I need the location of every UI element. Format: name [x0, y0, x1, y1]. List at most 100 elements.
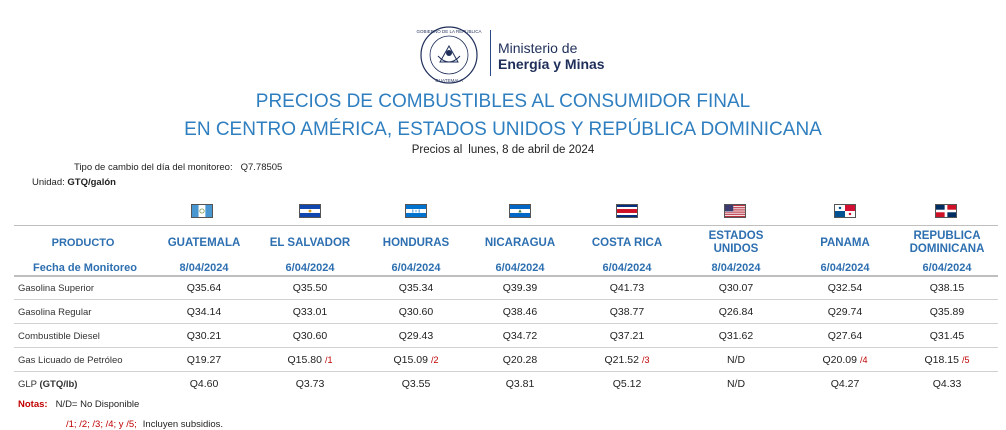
logo-line1: Ministerio de	[498, 40, 578, 56]
price-cell: Q29.43	[398, 330, 434, 342]
prices-date-line: Precios al lunes, 8 de abril de 2024	[0, 144, 1006, 156]
price-cell: Q29.74	[827, 306, 863, 318]
price-cell: Q4.27	[830, 378, 860, 390]
usa-flag-icon	[724, 204, 746, 218]
product-gas-licuado: Gas Licuado de Petróleo	[18, 355, 123, 366]
date-costa-rica: 6/04/2024	[602, 262, 652, 274]
title-line1: PRECIOS DE COMBUSTIBLES AL CONSUMIDOR FI…	[255, 91, 751, 112]
logo-separator	[490, 30, 491, 76]
price-cell: Q30.60	[292, 330, 328, 342]
date-republica-dominicana: 6/04/2024	[922, 262, 972, 274]
guatemala-seal-icon: GOBIERNO DE LA REPÚBLICA GUATEMALA	[416, 26, 482, 84]
price-cell: Q35.50	[292, 282, 328, 294]
header-country-republica-dominicana: REPUBLICA DOMINICANA	[909, 230, 985, 255]
price-cell: Q3.55	[401, 378, 431, 390]
header-country-honduras: HONDURAS	[382, 236, 450, 249]
notes-label: Notas:	[18, 399, 48, 410]
exchange-label: Tipo de cambio del día del monitoreo:	[74, 162, 233, 173]
note-ref: /2	[430, 355, 439, 365]
note-ref: /5	[961, 355, 970, 365]
price-cell: Q19.27	[186, 354, 222, 366]
price-cell: Q20.28	[502, 354, 538, 366]
exchange-rate: Tipo de cambio del día del monitoreo: Q7.…	[74, 162, 282, 173]
title-line2: EN CENTRO AMÉRICA, ESTADOS UNIDOS Y REPÚ…	[184, 119, 822, 140]
notes-refs-text: Incluyen subsidios.	[142, 419, 224, 430]
product-combustible-diesel: Combustible Diesel	[18, 331, 100, 342]
header-country-el-salvador: EL SALVADOR	[269, 236, 351, 249]
price-cell: Q20.09/4	[822, 354, 868, 366]
date-guatemala: 8/04/2024	[179, 262, 229, 274]
notes-text: N/D= No Disponible	[55, 399, 140, 410]
price-cell: Q31.45	[929, 330, 965, 342]
price-cell: Q26.84	[718, 306, 754, 318]
product-glp-unit: (GTQ/lb)	[39, 379, 78, 390]
row-divider	[14, 299, 998, 300]
price-cell: Q35.89	[929, 306, 965, 318]
table-top-rule	[14, 225, 998, 226]
price-cell: Q34.72	[502, 330, 538, 342]
date-nicaragua: 6/04/2024	[495, 262, 545, 274]
unit-value: GTQ/galón	[67, 177, 116, 188]
exchange-value: Q7.78505	[240, 162, 283, 173]
date-estados-unidos: 8/04/2024	[711, 262, 761, 274]
costa-rica-flag-icon	[616, 204, 638, 218]
header-product: PRODUCTO	[51, 236, 115, 249]
product-glp: GLP (GTQ/lb)	[18, 379, 78, 390]
el-salvador-flag-icon	[299, 204, 321, 218]
header-country-guatemala: GUATEMALA	[167, 236, 241, 249]
note-ref: /3	[641, 355, 650, 365]
notes-refs: /1; /2; /3; /4; y /5;	[66, 419, 137, 430]
ministry-logo: GOBIERNO DE LA REPÚBLICA GUATEMALA Minis…	[414, 24, 624, 86]
price-cell: Q30.07	[718, 282, 754, 294]
honduras-flag-icon	[405, 204, 427, 218]
row-divider	[14, 347, 998, 348]
price-cell: Q33.01	[292, 306, 328, 318]
note-ref: /4	[859, 355, 868, 365]
price-cell: Q41.73	[609, 282, 645, 294]
seal-top-text: GOBIERNO DE LA REPÚBLICA	[416, 28, 481, 34]
price-cell: Q38.15	[929, 282, 965, 294]
price-cell: Q39.39	[502, 282, 538, 294]
price-cell: N/D	[726, 378, 746, 390]
price-cell: Q30.60	[398, 306, 434, 318]
row-divider	[14, 323, 998, 324]
price-cell: Q15.80/1	[287, 354, 333, 366]
price-cell: Q4.60	[189, 378, 219, 390]
header-country-costa-rica: COSTA RICA	[591, 236, 663, 249]
seal-bottom-text: GUATEMALA	[435, 78, 462, 83]
price-cell: Q15.09/2	[393, 354, 439, 366]
price-cell: Q18.15/5	[924, 354, 970, 366]
price-cell: Q3.81	[505, 378, 535, 390]
logo-line2: Energía y Minas	[498, 56, 605, 72]
price-cell: Q38.77	[609, 306, 645, 318]
header-country-panama: PANAMA	[820, 236, 870, 249]
product-gasolina-regular: Gasolina Regular	[18, 307, 92, 318]
notes-line: Notas: N/D= No Disponible	[18, 399, 139, 410]
price-cell: Q30.21	[186, 330, 222, 342]
nicaragua-flag-icon	[509, 204, 531, 218]
price-cell: Q38.46	[502, 306, 538, 318]
header-country-nicaragua: NICARAGUA	[484, 236, 556, 249]
dominican-republic-flag-icon	[935, 204, 957, 218]
panama-flag-icon	[834, 204, 856, 218]
price-cell: Q21.52/3	[604, 354, 650, 366]
price-cell: Q35.34	[398, 282, 434, 294]
header-date-label: Fecha de Monitoreo	[33, 262, 137, 274]
unit-line: Unidad: GTQ/galón	[32, 177, 116, 188]
row-divider	[14, 371, 998, 372]
guatemala-flag-icon	[191, 204, 213, 218]
price-cell: Q34.14	[186, 306, 222, 318]
prices-date: lunes, 8 de abril de 2024	[468, 144, 595, 156]
date-el-salvador: 6/04/2024	[285, 262, 335, 274]
price-cell: Q31.62	[718, 330, 754, 342]
price-cell: Q3.73	[295, 378, 325, 390]
price-cell: Q4.33	[932, 378, 962, 390]
notes-refs-line: /1; /2; /3; /4; y /5; Incluyen subsidios.	[66, 419, 223, 430]
price-cell: Q5.12	[612, 378, 642, 390]
header-bottom-rule	[14, 275, 998, 277]
price-cell: Q35.64	[186, 282, 222, 294]
date-panama: 6/04/2024	[820, 262, 870, 274]
product-gasolina-superior: Gasolina Superior	[18, 283, 95, 294]
price-cell: N/D	[726, 354, 746, 366]
header-country-estados-unidos: ESTADOS UNIDOS	[708, 230, 764, 255]
